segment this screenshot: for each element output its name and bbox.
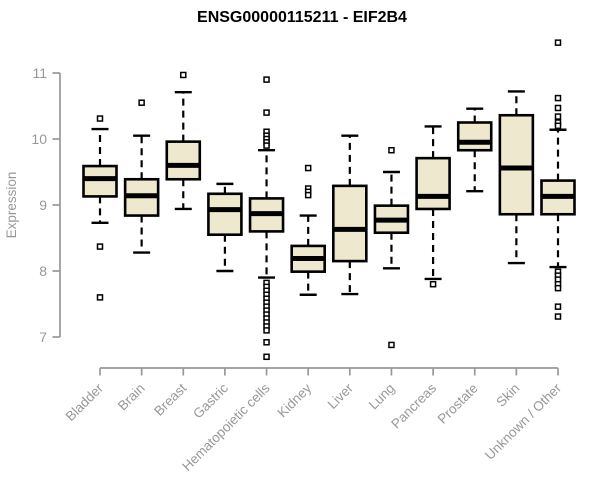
outlier-hematopoietic-cells-0 (263, 76, 270, 83)
y-tick-label-8: 8 (39, 263, 47, 279)
x-category-label-pancreas: Pancreas (388, 380, 439, 431)
outlier-unknown-other-2 (554, 104, 562, 112)
outlier-hematopoietic-cells-20 (263, 339, 270, 346)
box-bladder (82, 164, 118, 198)
outlier-hematopoietic-cells-1 (263, 109, 270, 116)
box-pancreas (415, 156, 451, 211)
x-category-label-brain: Brain (115, 381, 148, 414)
outlier-lung-0 (388, 146, 395, 154)
y-tick-label-9: 9 (39, 197, 47, 213)
outlier-unknown-other-5 (554, 122, 562, 130)
x-category-label-prostate: Prostate (435, 381, 481, 427)
outlier-kidney-3 (304, 191, 312, 199)
x-category-label-unknown-other: Unknown / Other (482, 380, 565, 463)
outlier-unknown-other-12 (554, 313, 562, 320)
outlier-bladder-2 (96, 294, 104, 301)
outlier-unknown-other-0 (554, 39, 562, 46)
x-category-label-breast: Breast (151, 380, 189, 418)
outlier-hematopoietic-cells-19 (263, 327, 270, 334)
outlier-hematopoietic-cells-21 (263, 353, 270, 361)
outlier-unknown-other-11 (554, 303, 562, 310)
box-prostate (456, 121, 493, 152)
x-category-label-gastric: Gastric (190, 380, 231, 421)
outlier-breast-0 (180, 71, 187, 79)
y-axis-title: Expression (4, 172, 19, 239)
box-liver (332, 184, 368, 263)
outlier-pancreas-0 (429, 280, 437, 288)
outlier-brain-0 (138, 99, 145, 106)
box-breast (165, 140, 202, 181)
outlier-unknown-other-1 (554, 94, 562, 102)
x-category-label-skin: Skin (493, 381, 522, 410)
y-tick-label-10: 10 (31, 131, 47, 147)
x-category-label-lung: Lung (366, 381, 398, 413)
outlier-unknown-other-10 (554, 284, 562, 292)
y-tick-label-7: 7 (39, 329, 47, 345)
x-category-label-bladder: Bladder (63, 380, 107, 424)
outlier-unknown-other-3 (554, 113, 562, 120)
outlier-lung-1 (388, 341, 395, 349)
box-skin (498, 113, 535, 216)
y-tick-label-11: 11 (32, 65, 47, 81)
x-category-label-kidney: Kidney (275, 380, 315, 420)
chart-title: ENSG00000115211 - EIF2B4 (197, 9, 407, 26)
box-gastric (207, 192, 243, 236)
outlier-hematopoietic-cells-6 (263, 142, 270, 149)
outlier-bladder-0 (96, 115, 104, 122)
outlier-bladder-1 (96, 243, 104, 250)
x-category-label-liver: Liver (325, 380, 357, 412)
outlier-kidney-0 (304, 164, 312, 172)
